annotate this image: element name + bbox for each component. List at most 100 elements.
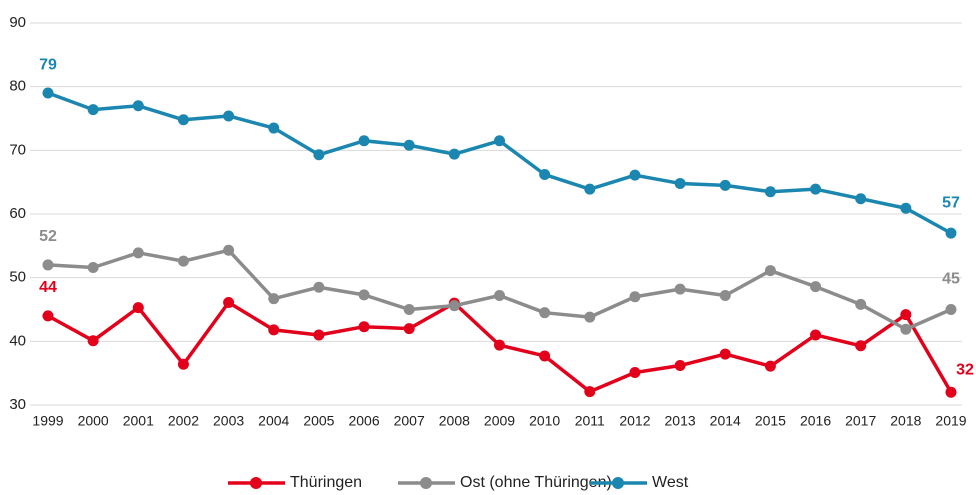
data-point: [403, 323, 415, 335]
data-label: 57: [942, 194, 960, 211]
data-point: [719, 289, 731, 301]
data-point: [177, 255, 189, 267]
data-point: [764, 265, 776, 277]
data-label: 52: [39, 228, 57, 245]
data-point: [42, 87, 54, 99]
data-label: 32: [956, 361, 974, 378]
y-tick-label: 40: [9, 332, 26, 349]
data-point: [945, 386, 957, 398]
x-tick-label: 2005: [303, 413, 334, 429]
x-tick-label: 2014: [710, 413, 741, 429]
data-point: [177, 114, 189, 126]
data-point: [674, 177, 686, 189]
x-tick-label: 2001: [123, 413, 154, 429]
legend-label: Ost (ohne Thüringen): [460, 474, 612, 491]
data-point: [810, 329, 822, 341]
data-point: [177, 358, 189, 370]
data-point: [268, 293, 280, 305]
data-point: [629, 169, 641, 181]
data-point: [855, 340, 867, 352]
data-point: [539, 307, 551, 319]
legend-label: Thüringen: [290, 474, 362, 491]
x-tick-label: 1999: [32, 413, 63, 429]
x-tick-label: 2019: [935, 413, 966, 429]
data-point: [448, 148, 460, 160]
y-tick-label: 50: [9, 269, 26, 286]
data-point: [223, 110, 235, 122]
data-point: [42, 259, 54, 271]
x-tick-label: 2004: [258, 413, 289, 429]
data-point: [855, 298, 867, 310]
data-label: 44: [39, 279, 57, 296]
data-point: [448, 300, 460, 312]
data-point: [764, 360, 776, 372]
data-point: [494, 339, 505, 351]
data-point: [764, 186, 776, 198]
data-point: [629, 367, 641, 379]
data-point: [313, 329, 325, 341]
x-tick-label: 2002: [168, 413, 199, 429]
data-point: [674, 360, 686, 372]
x-tick-label: 2017: [845, 413, 876, 429]
x-tick-label: 2006: [348, 413, 379, 429]
data-point: [719, 179, 731, 191]
data-label: 45: [942, 271, 960, 288]
data-point: [358, 135, 370, 147]
data-point: [900, 202, 912, 214]
data-point: [132, 100, 144, 112]
data-point: [403, 304, 415, 315]
data-point: [584, 386, 596, 398]
data-point: [674, 283, 686, 295]
data-point: [313, 281, 325, 293]
data-point: [629, 291, 641, 303]
series-line: [47, 91, 952, 235]
data-point: [945, 227, 957, 239]
data-point: [539, 350, 551, 362]
data-point: [719, 348, 731, 360]
x-tick-label: 2010: [529, 413, 560, 429]
data-point: [403, 139, 415, 151]
x-tick-label: 2000: [78, 413, 109, 429]
y-tick-label: 30: [9, 396, 26, 413]
data-point: [87, 335, 99, 347]
x-tick-label: 2011: [575, 413, 605, 429]
y-tick-label: 70: [9, 141, 26, 158]
legend-marker: [250, 477, 262, 489]
data-point: [358, 321, 370, 333]
y-tick-label: 60: [9, 205, 26, 222]
data-point: [87, 261, 99, 273]
x-tick-label: 2016: [800, 413, 831, 429]
data-point: [810, 281, 822, 293]
x-tick-label: 2009: [484, 413, 515, 429]
data-point: [494, 135, 505, 147]
data-label: 79: [39, 56, 57, 73]
x-tick-label: 2007: [394, 413, 425, 429]
x-tick-label: 2015: [755, 413, 786, 429]
data-point: [313, 149, 325, 161]
data-point: [132, 302, 144, 314]
data-point: [268, 324, 280, 336]
data-point: [132, 247, 144, 259]
data-point: [584, 183, 596, 195]
data-point: [494, 289, 505, 301]
data-point: [855, 193, 867, 205]
x-tick-label: 2018: [890, 413, 921, 429]
legend-marker: [420, 477, 432, 489]
data-point: [358, 289, 370, 301]
data-point: [900, 309, 912, 321]
x-tick-label: 2013: [665, 413, 696, 429]
legend-marker: [612, 477, 624, 489]
legend-label: West: [652, 474, 689, 491]
data-point: [42, 310, 54, 322]
x-tick-label: 2003: [213, 413, 244, 429]
data-point: [945, 304, 957, 315]
y-tick-label: 80: [9, 78, 26, 95]
data-point: [223, 296, 235, 308]
data-point: [223, 244, 235, 256]
x-tick-label: 2008: [439, 413, 470, 429]
x-tick-label: 2012: [619, 413, 650, 429]
data-point: [900, 323, 912, 335]
y-tick-label: 90: [9, 14, 26, 31]
data-point: [810, 183, 822, 195]
